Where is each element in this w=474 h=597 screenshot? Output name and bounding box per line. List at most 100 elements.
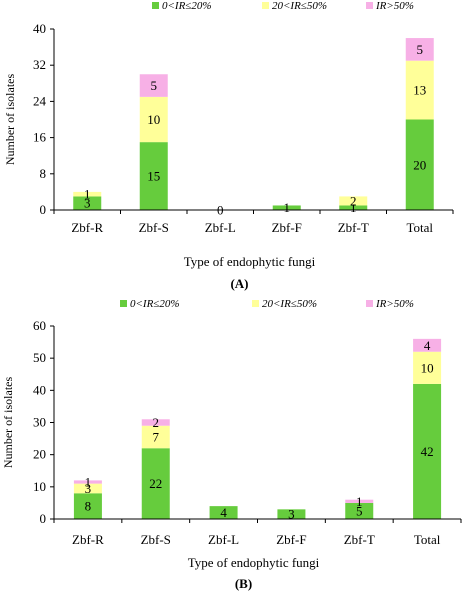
legend-label: IR>50%	[375, 0, 414, 12]
x-tick-label: Zbf-F	[272, 220, 302, 235]
data-label: 7	[153, 429, 160, 444]
data-label: 8	[85, 499, 92, 514]
y-tick-label: 60	[33, 318, 46, 333]
legend-swatch	[366, 300, 373, 307]
legend-label: 20<IR≤50%	[272, 0, 327, 12]
bar-segment	[73, 480, 102, 484]
legend-label: 0<IR≤20%	[162, 0, 212, 12]
bar-segment	[339, 196, 368, 206]
data-label: 4	[424, 338, 431, 353]
chart-panel-a: 0<IR≤20% 20<IR≤50% IR>50% Number of isolat…	[3, 0, 454, 291]
bar-segment	[73, 196, 102, 210]
data-label: 3	[288, 507, 295, 522]
legend-swatch	[120, 300, 127, 307]
y-axis-label: Number of isolates	[3, 74, 17, 166]
legend: 0<IR≤20% 20<IR≤50% IR>50%	[152, 0, 414, 12]
bar-segment	[413, 338, 442, 352]
data-label: 22	[149, 476, 162, 491]
legend-label: 0<IR≤20%	[130, 298, 180, 310]
legend-swatch	[262, 2, 269, 9]
bar-segment	[413, 383, 442, 519]
x-tick-label: Zbf-S	[141, 532, 171, 547]
x-tick-label: Zbf-L	[205, 220, 236, 235]
x-tick-label: Zbf-L	[208, 532, 239, 547]
bar-segment	[73, 493, 102, 519]
bar-segment	[339, 205, 368, 210]
data-label: 4	[220, 505, 227, 520]
y-tick-label: 50	[33, 350, 46, 365]
y-tick-label: 32	[33, 57, 46, 72]
data-label: 2	[350, 193, 357, 208]
bar-segment	[209, 506, 238, 519]
data-label: 5	[151, 78, 158, 93]
data-label: 3	[84, 196, 91, 211]
data-label: 1	[84, 187, 91, 202]
y-tick-label: 0	[40, 202, 47, 217]
x-axis: Zbf-R Zbf-S Zbf-L Zbf-F Zbf-T Total	[53, 209, 454, 235]
y-tick-label: 20	[33, 447, 46, 462]
y-tick-label: 16	[33, 130, 47, 145]
y-tick-label: 40	[33, 382, 46, 397]
bar-segment	[405, 119, 434, 210]
data-label: 42	[421, 444, 434, 459]
y-tick-label: 40	[33, 21, 46, 36]
x-tick-label: Zbf-R	[72, 532, 104, 547]
data-label: 20	[413, 157, 426, 172]
x-axis-label: Type of endophytic fungi	[188, 555, 320, 570]
bar-segment	[139, 74, 168, 97]
data-label: 13	[413, 83, 426, 98]
panel-label: (A)	[230, 276, 248, 291]
y-tick-label: 0	[40, 511, 47, 526]
data-label: 1	[356, 494, 363, 509]
y-tick-label: 10	[33, 479, 46, 494]
data-label: 1	[350, 200, 357, 215]
legend: 0<IR≤20% 20<IR≤50% IR>50%	[120, 298, 414, 310]
data-label: 10	[147, 112, 160, 127]
data-label: 3	[85, 481, 92, 496]
bar-segment	[141, 419, 170, 426]
bar-segment	[73, 191, 102, 197]
data-label: 2	[153, 415, 160, 430]
x-tick-label: Total	[406, 220, 433, 235]
legend-label: 20<IR≤50%	[262, 298, 317, 310]
bar-segment	[139, 142, 168, 210]
bar-segment	[141, 448, 170, 519]
y-tick-label: 24	[33, 93, 47, 108]
x-tick-label: Zbf-R	[71, 220, 103, 235]
bar-segment	[272, 205, 301, 210]
data-label: 1	[85, 475, 92, 490]
x-axis: Zbf-R Zbf-S Zbf-L Zbf-F Zbf-T Total	[53, 518, 462, 547]
legend-swatch	[366, 2, 373, 9]
x-tick-label: Zbf-T	[338, 220, 369, 235]
data-label: 5	[417, 42, 424, 57]
legend-swatch	[252, 300, 259, 307]
bar-segment	[73, 483, 102, 494]
data-label: 1	[284, 200, 291, 215]
bar-segment	[345, 499, 374, 503]
data-label: 5	[356, 503, 363, 518]
legend-label: IR>50%	[375, 298, 414, 310]
y-axis: 0 8 16 24 32 40	[33, 21, 55, 217]
y-axis: 0 10 20 30 40 50 60	[33, 318, 55, 526]
data-label: 10	[421, 360, 434, 375]
panel-label: (B)	[235, 576, 252, 591]
y-tick-label: 8	[40, 166, 47, 181]
legend-swatch	[152, 2, 159, 9]
x-tick-label: Total	[414, 532, 441, 547]
bar-segment	[141, 425, 170, 449]
bar-segment	[405, 60, 434, 120]
bar-segment	[405, 38, 434, 61]
bar-segment	[139, 96, 168, 143]
bar-segment	[277, 509, 306, 519]
x-tick-label: Zbf-T	[344, 532, 375, 547]
chart-panel-b: 0<IR≤20% 20<IR≤50% IR>50% Number of isolat…	[1, 298, 462, 591]
y-tick-label: 30	[33, 415, 46, 430]
bar-segment	[413, 351, 442, 384]
x-axis-label: Type of endophytic fungi	[184, 254, 316, 269]
bar-segment	[345, 502, 374, 519]
x-tick-label: Zbf-S	[139, 220, 169, 235]
x-tick-label: Zbf-F	[276, 532, 306, 547]
